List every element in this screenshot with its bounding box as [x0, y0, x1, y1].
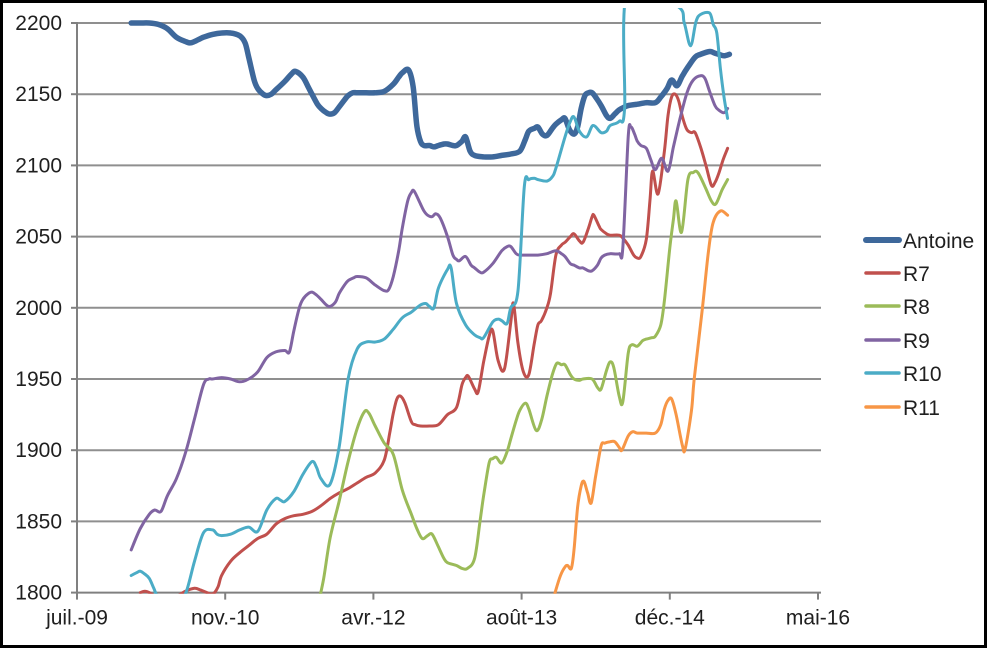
y-axis-label: 2050: [15, 226, 62, 249]
series-group: [128, 0, 733, 608]
legend-item-antoine[interactable]: Antoine: [863, 230, 974, 253]
legend-label: R11: [903, 397, 940, 420]
legend-label: Antoine: [903, 230, 974, 253]
series-line-r8[interactable]: [318, 169, 730, 600]
series-line-r7[interactable]: [138, 92, 730, 601]
x-axis-label: avr.-12: [341, 607, 405, 630]
legend-item-r9[interactable]: R9: [864, 330, 930, 353]
series-line-r10[interactable]: [129, 0, 730, 608]
x-axis-label: nov.-10: [191, 607, 260, 630]
series-line-antoine[interactable]: [128, 20, 733, 160]
legend-item-r11[interactable]: R11: [864, 397, 940, 420]
y-axis-label: 2200: [15, 12, 62, 35]
legend-item-r10[interactable]: R10: [864, 363, 942, 386]
legend-item-r8[interactable]: R8: [864, 296, 930, 319]
x-axis-label: août-13: [486, 607, 557, 630]
legend-label: R9: [903, 330, 930, 353]
legend-label: R7: [903, 263, 930, 286]
chart-legend: Antoine R7 R8 R9 R10 R11: [863, 230, 974, 420]
x-axis-label: mai-16: [786, 607, 850, 630]
y-axis-label: 2100: [15, 154, 62, 177]
series-line-r11[interactable]: [553, 209, 730, 600]
y-axis-label: 2150: [15, 83, 62, 106]
series-line-r9[interactable]: [129, 74, 730, 552]
legend-label: R8: [903, 296, 930, 319]
y-axis-label: 1900: [15, 439, 62, 462]
x-axis-label: juil.-09: [45, 607, 108, 630]
y-axis-label: 2000: [15, 297, 62, 320]
y-axis-label: 1950: [15, 368, 62, 391]
legend-label: R10: [903, 363, 942, 386]
y-axis-label: 1850: [15, 510, 62, 533]
legend-item-r7[interactable]: R7: [864, 263, 930, 286]
y-axis-label: 1800: [15, 582, 62, 605]
x-axis-label: déc.-14: [635, 607, 705, 630]
